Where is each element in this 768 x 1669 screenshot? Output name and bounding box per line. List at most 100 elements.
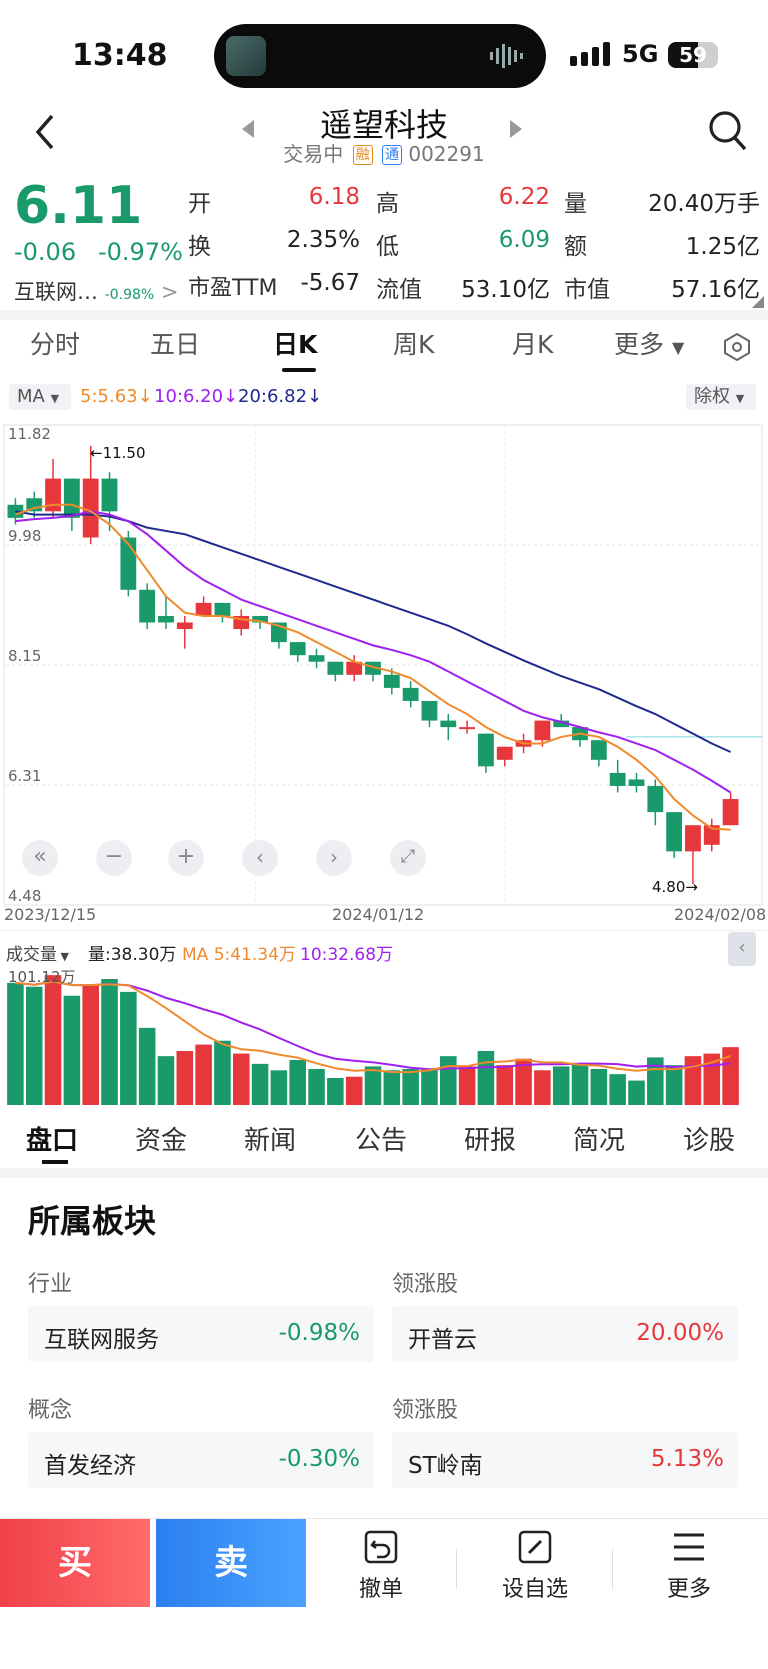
chart-controls: « − + ‹ › ⤢ xyxy=(22,840,682,880)
candle-body xyxy=(63,478,80,518)
collapse-panel-icon[interactable]: ‹ xyxy=(728,932,756,966)
tab-research[interactable]: 研报 xyxy=(464,1126,517,1156)
expand-corner-icon[interactable] xyxy=(752,296,764,308)
prev-stock-icon[interactable] xyxy=(240,118,256,140)
volume-bar xyxy=(120,991,137,1105)
scroll-left-icon[interactable]: ‹ xyxy=(242,840,278,876)
volume-bar xyxy=(421,1069,438,1105)
volume-indicator-selector[interactable]: 成交量 ▼ xyxy=(6,940,69,965)
candle-body xyxy=(214,602,231,616)
price-change-pct: -0.97% xyxy=(98,238,183,266)
candle-body xyxy=(383,674,400,688)
volume-bar xyxy=(364,1066,382,1105)
tab-intraday[interactable]: 分时 xyxy=(30,330,81,359)
search-icon[interactable] xyxy=(708,110,748,152)
price-change: -0.06 xyxy=(14,238,77,266)
more-button[interactable]: 更多 xyxy=(634,1529,744,1603)
volume-ma10-line xyxy=(15,980,731,1071)
tab-announcements[interactable]: 公告 xyxy=(355,1126,408,1156)
volume-bar xyxy=(82,985,99,1105)
industry-name: 互联网服务 xyxy=(44,1327,159,1353)
lead-stock-label: 领涨股 xyxy=(392,1398,459,1423)
info-tabs xyxy=(0,1108,768,1168)
divider xyxy=(0,1168,768,1178)
divider xyxy=(0,310,768,320)
fullscreen-icon[interactable]: ⤢ xyxy=(390,840,426,876)
volume-bar xyxy=(534,1070,551,1105)
volume-ma5-line xyxy=(15,980,731,1074)
scroll-right-icon[interactable]: › xyxy=(316,840,352,876)
more-label: 更多 xyxy=(666,1577,711,1602)
tab-news[interactable]: 新闻 xyxy=(244,1126,297,1156)
tab-monthly-k[interactable]: 月K xyxy=(512,330,554,359)
buy-button[interactable]: 买 xyxy=(0,1519,150,1607)
volume-bar xyxy=(289,1060,306,1105)
turnover-value: 2.35% xyxy=(286,227,360,253)
sell-button[interactable]: 卖 xyxy=(156,1519,306,1607)
back-icon[interactable] xyxy=(32,112,58,152)
candle-body xyxy=(628,779,645,786)
volume-bar xyxy=(590,1069,608,1105)
tab-more[interactable]: 更多 ▼ xyxy=(614,325,684,361)
volume-bar xyxy=(176,1051,194,1105)
amount-label: 额 xyxy=(564,234,587,260)
candle-body xyxy=(647,785,664,813)
edit-icon xyxy=(518,1530,552,1564)
volume-bar xyxy=(515,1058,532,1105)
sector-link[interactable]: 互联网… -0.98% > xyxy=(14,276,179,306)
volume-bar xyxy=(402,1069,419,1105)
rewind-icon[interactable]: « xyxy=(22,840,58,876)
divider xyxy=(0,930,768,931)
cancel-order-button[interactable]: 撤单 xyxy=(326,1529,436,1603)
adjust-selector[interactable]: 除权 ▼ xyxy=(686,384,756,410)
signal-icon xyxy=(570,42,610,66)
x-tick-end: 2024/02/08 xyxy=(674,905,767,924)
candle-body xyxy=(346,661,363,675)
candle-body xyxy=(703,825,720,845)
market-cap-label: 市值 xyxy=(564,277,610,303)
high-label: 高 xyxy=(376,191,399,217)
volume-bar xyxy=(157,1056,175,1105)
tab-profile[interactable]: 简况 xyxy=(573,1126,626,1156)
volume-bar xyxy=(195,1044,212,1105)
concept-lead-card[interactable]: ST岭南 5.13% xyxy=(392,1432,738,1488)
candle-body xyxy=(158,615,174,623)
y-tick-label: 4.48 xyxy=(8,887,41,905)
market-cap-value: 57.16亿 xyxy=(671,277,760,303)
volume-bar xyxy=(232,1053,250,1105)
candle-body xyxy=(553,720,570,728)
zoom-in-icon[interactable]: + xyxy=(168,840,204,876)
concept-label: 概念 xyxy=(28,1398,73,1423)
candlestick-chart[interactable]: 11.82 9.98 8.15 6.31 4.48 ←11.50 4.80→ xyxy=(0,415,768,925)
tab-daily-k[interactable]: 日K xyxy=(273,330,318,359)
next-stock-icon[interactable] xyxy=(508,118,524,140)
industry-card[interactable]: 互联网服务 -0.98% xyxy=(28,1306,374,1362)
zoom-out-icon[interactable]: − xyxy=(96,840,132,876)
tab-funds[interactable]: 资金 xyxy=(135,1126,188,1156)
volume-max-tick: 101.12万 xyxy=(8,968,76,986)
separator xyxy=(612,1549,613,1589)
y-tick-label: 8.15 xyxy=(8,647,41,665)
tab-more-label: 更多 xyxy=(614,330,665,359)
menu-icon xyxy=(674,1533,704,1561)
add-watchlist-button[interactable]: 设自选 xyxy=(480,1529,590,1603)
tab-weekly-k[interactable]: 周K xyxy=(393,330,435,359)
candle-body xyxy=(459,727,476,730)
turnover-label: 换 xyxy=(188,234,211,260)
volume-chart[interactable] xyxy=(0,960,768,1108)
tab-five-day[interactable]: 五日 xyxy=(150,330,201,359)
volume-bar xyxy=(647,1057,664,1105)
volume-bar xyxy=(458,1066,476,1105)
volume-bar xyxy=(101,979,118,1105)
chart-settings-icon[interactable] xyxy=(722,332,752,362)
network-type: 5G xyxy=(622,40,659,68)
candle-body xyxy=(478,733,494,767)
candle-body xyxy=(139,589,156,623)
tab-order-book[interactable]: 盘口 xyxy=(26,1126,79,1156)
section-title: 所属板块 xyxy=(28,1202,157,1240)
lead-stock-card[interactable]: 开普云 20.00% xyxy=(392,1306,738,1362)
candle-body xyxy=(609,772,626,786)
ma-selector[interactable]: MA ▼ xyxy=(9,384,71,410)
concept-card[interactable]: 首发经济 -0.30% xyxy=(28,1432,374,1488)
tab-diagnosis[interactable]: 诊股 xyxy=(683,1126,736,1156)
